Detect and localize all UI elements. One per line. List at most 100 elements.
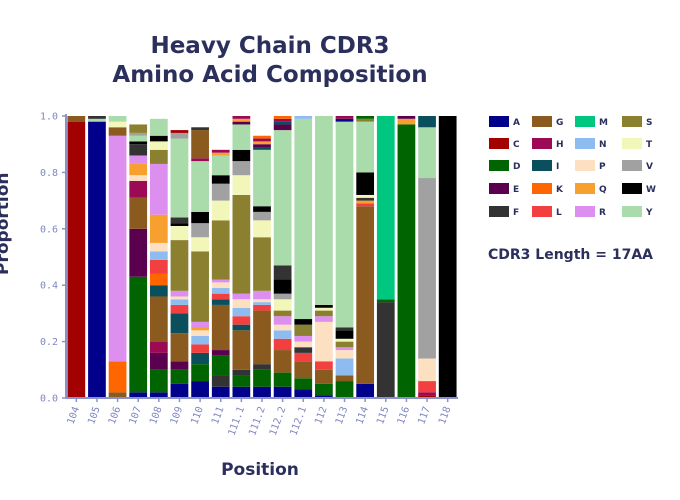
legend-label-T: T — [646, 140, 653, 150]
bar-segment-113-D — [335, 381, 354, 398]
bar-segment-111.1-Y — [232, 124, 251, 150]
bar-segment-111.1-N — [232, 307, 251, 317]
bar-segment-109-Y — [170, 138, 189, 218]
legend-label-L: L — [556, 208, 562, 218]
bar-segment-111.2-A — [253, 386, 271, 398]
bar-segment-110-A — [191, 381, 209, 398]
bar-segment-108-H — [149, 341, 168, 353]
x-tick-label: 115 — [375, 405, 392, 426]
bar-segment-111-H — [211, 149, 230, 153]
legend-swatch-Q — [575, 183, 595, 194]
bar-segment-111.2-H — [253, 138, 271, 142]
legend-label-M: M — [599, 118, 608, 128]
legend-label-F: F — [513, 208, 519, 218]
bar-segment-110-Y — [191, 161, 209, 212]
bar-segment-112.1-Y — [294, 118, 313, 320]
bar-segment-111.2-W — [253, 206, 271, 212]
bar-segment-112.1-P — [294, 341, 313, 348]
bar-segment-112.2-G — [273, 350, 292, 373]
bar-segment-111.2-I — [253, 147, 271, 150]
bar-segment-109-F — [170, 217, 189, 224]
bar-segment-104-G — [67, 116, 86, 122]
x-tick-label: 105 — [86, 405, 103, 426]
bar-segment-112-P — [315, 321, 333, 362]
legend-label-D: D — [513, 162, 520, 172]
legend-swatch-A — [489, 116, 509, 127]
bar-segment-115-M — [376, 116, 395, 300]
bar-segment-112-G — [315, 369, 333, 384]
bar-segment-113-H — [335, 116, 354, 119]
bar-segment-114-W — [356, 172, 375, 195]
legend-swatch-G — [532, 116, 552, 127]
bar-segment-117-L — [418, 381, 436, 393]
bar-segment-112.2-L — [273, 338, 292, 351]
bar-segment-109-C — [170, 130, 189, 133]
bar-segment-108-W — [149, 135, 168, 142]
bar-segment-112.1-S — [294, 324, 313, 336]
x-tick-label: 118 — [437, 405, 454, 426]
x-tick-label: 106 — [107, 405, 124, 426]
chart-title-line-2: Amino Acid Composition — [112, 62, 428, 88]
bar-segment-108-Y — [149, 118, 168, 136]
x-tick-label: 104 — [66, 405, 83, 426]
x-tick-label: 110 — [189, 405, 206, 426]
bar-segment-107-Y — [129, 135, 148, 142]
bar-segment-111-E — [211, 350, 230, 356]
legend-swatch-N — [575, 138, 595, 149]
bar-segment-107-F — [129, 144, 148, 156]
legend-label-C: C — [513, 140, 520, 150]
bar-segment-116-D — [397, 124, 416, 399]
legend-swatch-L — [532, 206, 552, 217]
bar-segment-109-G — [170, 333, 189, 362]
bar-segment-111-A — [211, 386, 230, 398]
bar-segment-110-D — [191, 364, 209, 382]
legend-label-W: W — [646, 185, 656, 195]
bar-segment-112-T — [315, 307, 333, 311]
bar-segment-111-T — [211, 200, 230, 221]
bar-segment-112.2-I — [273, 121, 292, 125]
bar-segment-110-S — [191, 251, 209, 322]
bar-segment-111-R — [211, 279, 230, 283]
legend-label-E: E — [513, 185, 519, 195]
bar-segment-108-S — [149, 149, 168, 164]
x-tick-label: 112.1 — [288, 405, 309, 437]
bar-segment-113-Y — [335, 121, 354, 328]
bar-segment-111.2-E — [253, 144, 271, 148]
bar-segment-111-G — [211, 304, 230, 351]
bar-segment-117-H — [418, 392, 436, 396]
bar-segment-114-D — [356, 116, 375, 119]
bar-segment-113-N — [335, 358, 354, 376]
legend-swatch-R — [575, 206, 595, 217]
bar-segment-108-E — [149, 352, 168, 370]
bar-segment-112.1-L — [294, 352, 313, 362]
bar-segment-111-V — [211, 183, 230, 201]
legend-group: A C D E F G H I K L M N P Q R S T V W Y — [489, 116, 656, 218]
bar-segment-112.1-A — [294, 389, 313, 398]
bar-segment-107-S — [129, 124, 148, 133]
bar-segment-114-S — [356, 118, 375, 122]
legend-swatch-T — [622, 138, 642, 149]
bar-segment-111.2-D — [253, 369, 271, 387]
bar-segment-110-G — [191, 130, 209, 159]
bar-segment-111.2-Y — [253, 149, 271, 207]
bar-segment-111.1-V — [232, 161, 251, 176]
bar-segment-112-L — [315, 361, 333, 370]
legend-swatch-E — [489, 183, 509, 194]
bar-segment-117-Y — [418, 127, 436, 179]
chart-title: Heavy Chain CDR3 Amino Acid Composition — [0, 32, 540, 90]
bar-segment-112-W — [315, 304, 333, 308]
x-tick-label: 112.2 — [268, 405, 289, 437]
bar-segment-112.1-R — [294, 335, 313, 342]
bar-segment-114-F — [356, 197, 375, 201]
legend-label-S: S — [646, 118, 652, 128]
bar-segment-108-D — [149, 369, 168, 393]
bar-segment-113-W — [335, 330, 354, 339]
bar-segment-112.2-E — [273, 124, 292, 131]
bar-segment-114-G — [356, 206, 375, 384]
bar-segment-112-D — [315, 383, 333, 396]
bar-segment-107-A — [129, 392, 148, 398]
y-tick-label: 0.4 — [40, 281, 58, 292]
bar-segment-113-S — [335, 341, 354, 348]
bar-segment-110-V — [191, 223, 209, 238]
